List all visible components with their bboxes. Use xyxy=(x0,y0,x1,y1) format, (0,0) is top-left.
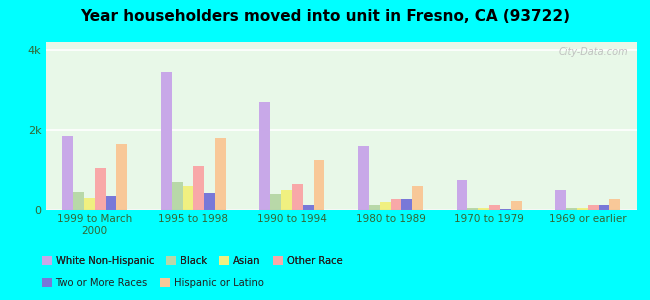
Bar xyxy=(292,184,303,210)
Bar xyxy=(610,199,620,210)
Bar xyxy=(555,190,566,210)
Bar xyxy=(478,208,489,210)
Bar xyxy=(380,202,391,210)
Bar xyxy=(215,138,226,210)
Bar xyxy=(172,182,183,210)
Bar xyxy=(161,72,172,210)
Bar xyxy=(500,209,511,210)
Bar xyxy=(577,208,588,210)
Bar xyxy=(391,199,402,210)
Bar xyxy=(106,196,116,210)
Bar xyxy=(489,205,500,210)
Bar xyxy=(369,205,380,210)
Bar xyxy=(412,186,423,210)
Bar xyxy=(270,194,281,210)
Bar xyxy=(566,208,577,210)
Bar xyxy=(259,102,270,210)
Bar xyxy=(599,205,610,210)
Text: Year householders moved into unit in Fresno, CA (93722): Year householders moved into unit in Fre… xyxy=(80,9,570,24)
Legend: Two or More Races, Hispanic or Latino: Two or More Races, Hispanic or Latino xyxy=(38,274,268,292)
Bar xyxy=(402,199,412,210)
Bar xyxy=(84,198,95,210)
Bar xyxy=(73,192,84,210)
Bar xyxy=(62,136,73,210)
Bar xyxy=(456,180,467,210)
Bar xyxy=(511,201,522,210)
Text: City-Data.com: City-Data.com xyxy=(558,47,628,57)
Bar xyxy=(281,190,292,210)
Legend: White Non-Hispanic, Black, Asian, Other Race: White Non-Hispanic, Black, Asian, Other … xyxy=(38,251,346,269)
Bar xyxy=(588,205,599,210)
Bar xyxy=(467,208,478,210)
Bar xyxy=(95,168,106,210)
Bar xyxy=(204,193,215,210)
Bar xyxy=(358,146,369,210)
Bar xyxy=(183,186,193,210)
Bar xyxy=(303,205,314,210)
Bar xyxy=(194,166,204,210)
Bar xyxy=(116,144,127,210)
Bar xyxy=(314,160,324,210)
